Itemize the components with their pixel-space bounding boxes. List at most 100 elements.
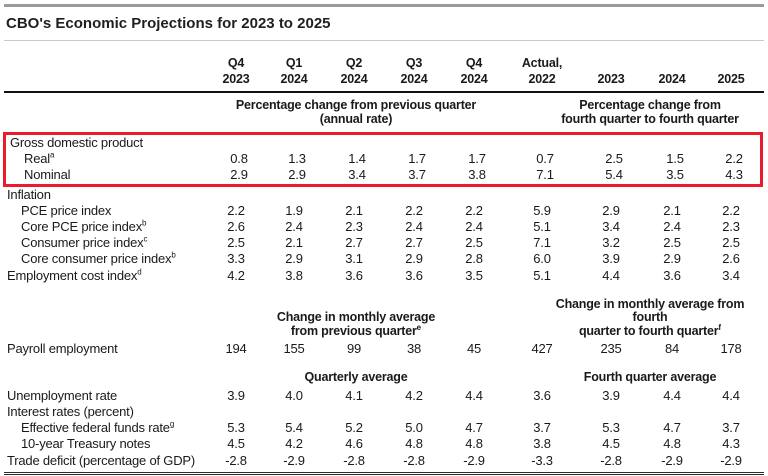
column-header: 2024: [642, 55, 702, 87]
cell: 2.9: [663, 251, 681, 267]
section-label: Inflation: [7, 186, 51, 202]
row-label: Trade deficit (percentage of GDP): [7, 452, 196, 468]
cell: 4.2: [285, 436, 303, 452]
column-header: Q1 2024: [264, 55, 324, 87]
cell: 4.5: [227, 436, 245, 452]
table-row: Core PCE price indexb 2.6 2.4 2.3 2.4 2.4 5.1 3…: [4, 219, 764, 235]
column-header-line1: Q2: [345, 56, 363, 70]
group-header-line2: quarter to fourth quarterf: [578, 322, 722, 338]
cell: 2.2: [405, 202, 423, 218]
bottom-rule: [4, 471, 764, 475]
cell: 2.2: [227, 202, 245, 218]
row-label: Reala: [24, 150, 55, 167]
column-header-line2: 2024: [460, 72, 488, 86]
cell: 5.0: [405, 420, 423, 436]
table-row: Consumer price indexc 2.5 2.1 2.7 2.7 2.5 7.1 3…: [4, 235, 764, 251]
cell: 2.5: [605, 151, 623, 167]
cell: 3.3: [227, 251, 245, 267]
cell: 3.9: [602, 251, 620, 267]
cell: 2.2: [722, 202, 740, 218]
group-header-right: Percentage change from fourth quarter to …: [504, 98, 760, 126]
cell: 2.9: [285, 251, 303, 267]
group-header-left: Quarterly average: [208, 371, 504, 385]
cell: 5.1: [533, 218, 551, 234]
footnote-marker: c: [143, 234, 148, 244]
column-header-line2: 2023: [597, 72, 625, 86]
cell: 3.6: [345, 267, 363, 283]
group-header-line1: Percentage change from previous quarter: [235, 98, 477, 112]
cell: 1.7: [408, 151, 426, 167]
group-header-row: Change in monthly average from previous q…: [4, 284, 764, 342]
cell: 3.8: [468, 167, 486, 183]
cell: 3.8: [533, 436, 551, 452]
table-row: Nominal 2.9 2.9 3.4 3.7 3.8 7.1 5.4 3.5 4.3: [6, 167, 760, 183]
cell: 1.3: [288, 151, 306, 167]
column-header-line2: 2023: [222, 72, 250, 86]
cell: 3.6: [533, 387, 551, 403]
row-label: Consumer price indexc: [21, 234, 148, 251]
cell: 4.4: [663, 387, 681, 403]
cell: 5.1: [533, 267, 551, 283]
row-label: Core PCE price indexb: [21, 218, 147, 234]
cell: 2.5: [722, 235, 740, 251]
row-label: Payroll employment: [7, 341, 118, 357]
cell: -2.8: [403, 452, 425, 468]
column-header: Q2 2024: [324, 55, 384, 87]
cell: 4.8: [465, 436, 483, 452]
cell: 3.5: [666, 167, 684, 183]
footnote-marker: f: [718, 322, 722, 332]
cell: 2.8: [465, 251, 483, 267]
cell: 4.4: [602, 267, 620, 283]
group-header-row: Percentage change from previous quarter(…: [4, 93, 764, 132]
footnote-marker: e: [416, 322, 422, 332]
cell: 1.4: [348, 151, 366, 167]
group-header-line1: Change in monthly average from fourth: [555, 296, 745, 325]
cell: 2.4: [465, 218, 483, 234]
section-label: Gross domestic product: [10, 135, 143, 150]
group-header-right: Change in monthly average from fourth qua…: [504, 296, 760, 339]
economic-projections-page: CBO's Economic Projections for 2023 to 2…: [0, 4, 768, 476]
cell: 1.7: [468, 151, 486, 167]
cell: 4.8: [663, 436, 681, 452]
group-header-row: Quarterly average Fourth quarter average: [4, 357, 764, 388]
cell: 3.4: [348, 167, 366, 183]
table-row: Effective federal funds rateg 5.3 5.4 5.2 5.…: [4, 420, 764, 436]
column-header-line2: 2024: [280, 72, 308, 86]
table-row: Employment cost indexd 4.2 3.8 3.6 3.6 3.5 5.1…: [4, 268, 764, 284]
column-header: Actual, 2022: [504, 55, 580, 87]
cell: 2.4: [285, 218, 303, 234]
cell: 2.5: [465, 235, 483, 251]
cell: 99: [346, 341, 362, 357]
title-rule: [4, 40, 764, 41]
cell: 2.6: [722, 251, 740, 267]
cell: 155: [283, 341, 305, 357]
group-header-line1: Change in monthly average: [276, 310, 436, 325]
cell: 3.6: [663, 267, 681, 283]
cell: 3.1: [345, 251, 363, 267]
cell: 2.4: [405, 218, 423, 234]
section-row: Interest rates (percent): [4, 404, 764, 420]
cell: 2.3: [722, 218, 740, 234]
row-label: PCE price index: [21, 202, 112, 218]
column-header: Q3 2024: [384, 55, 444, 87]
cell: 2.7: [405, 235, 423, 251]
group-header-right: Fourth quarter average: [504, 371, 760, 385]
cell: 3.6: [405, 267, 423, 283]
footnote-marker: b: [142, 218, 147, 228]
cell: 4.7: [465, 420, 483, 436]
column-header-line1: Q3: [405, 56, 423, 70]
cell: -2.9: [463, 452, 485, 468]
cell: 2.9: [230, 167, 248, 183]
cell: 5.4: [605, 167, 623, 183]
cell: 3.2: [602, 235, 620, 251]
cell: -2.8: [343, 452, 365, 468]
column-header-line1: Q4: [227, 56, 245, 70]
table-row: Core consumer price indexb 3.3 2.9 3.1 2.9 2.…: [4, 251, 764, 267]
row-label: Employment cost indexd: [7, 267, 142, 283]
cell: 4.2: [405, 387, 423, 403]
cell: 4.6: [345, 436, 363, 452]
column-header-line1: [642, 55, 702, 71]
cell: 6.0: [533, 251, 551, 267]
cell: 38: [406, 341, 422, 357]
cell: 5.2: [345, 420, 363, 436]
